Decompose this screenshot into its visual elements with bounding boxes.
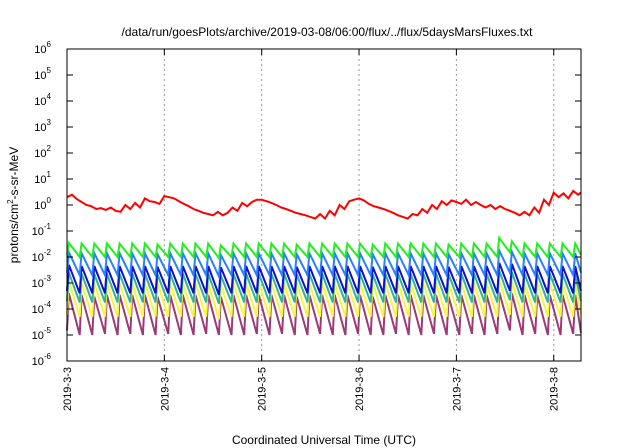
y-tick-label: 10-6 — [32, 352, 52, 368]
x-tick-label: 2019-3-6 — [354, 367, 366, 411]
y-tick-label: 100 — [34, 196, 51, 212]
series-line-7 — [66, 189, 582, 221]
y-axis-label: protons/cm2-s-sr-MeV — [6, 147, 21, 263]
plot-frame — [66, 48, 582, 362]
chart-title: /data/run/goesPlots/archive/2019-03-08/0… — [122, 25, 534, 39]
series-line-6 — [66, 235, 582, 261]
x-tick-label: 2019-3-8 — [549, 367, 561, 411]
y-tick-label: 103 — [34, 118, 51, 134]
data-series — [66, 189, 582, 336]
y-tick-label: 105 — [34, 66, 51, 82]
axes: 2019-3-3 2019-3-4 2019-3-5 2019-3-6 2019-3-7… — [32, 40, 581, 411]
y-tick-label: 10-5 — [32, 326, 52, 342]
y-tick-label: 106 — [34, 40, 51, 56]
x-tick-label: 2019-3-7 — [451, 367, 463, 411]
y-tick-label: 10-3 — [32, 274, 52, 290]
x-tick-label: 2019-3-4 — [159, 367, 171, 411]
y-tick-label: 10-2 — [32, 248, 52, 264]
y-tick-label: 101 — [34, 170, 51, 186]
x-tick-label: 2019-3-3 — [62, 367, 74, 411]
y-axis-label-main: protons/cm — [7, 204, 21, 263]
series-line-5 — [66, 246, 582, 281]
series-line-4 — [66, 262, 582, 296]
x-axis-label: Coordinated Universal Time (UTC) — [232, 433, 416, 447]
y-tick-label: 10-4 — [32, 300, 52, 316]
y-tick-label: 102 — [34, 144, 51, 160]
y-axis-label-superscript: 2 — [6, 199, 15, 204]
y-tick-label: 104 — [34, 92, 51, 108]
y-tick-label: 10-1 — [32, 222, 52, 238]
x-tick-label: 2019-3-5 — [257, 367, 269, 411]
y-axis-label-units: -s-sr-MeV — [7, 147, 21, 200]
